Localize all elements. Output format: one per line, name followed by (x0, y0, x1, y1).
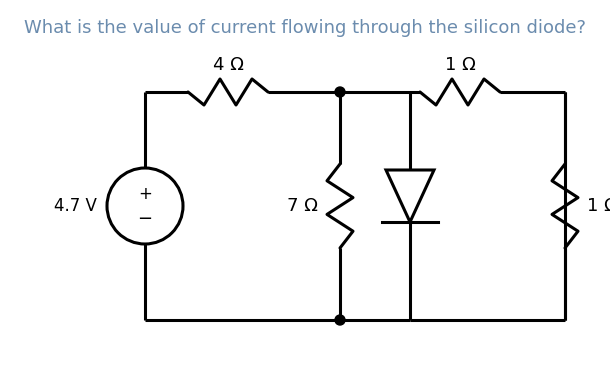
Circle shape (335, 87, 345, 97)
Text: 7 Ω: 7 Ω (287, 197, 318, 215)
Text: 4 Ω: 4 Ω (212, 56, 243, 74)
Text: +: + (138, 185, 152, 203)
Text: What is the value of current flowing through the silicon diode?: What is the value of current flowing thr… (24, 19, 586, 37)
Text: 1 Ω: 1 Ω (445, 56, 475, 74)
Text: −: − (137, 210, 152, 228)
Text: 1 Ω: 1 Ω (587, 197, 610, 215)
Text: 4.7 V: 4.7 V (54, 197, 97, 215)
Circle shape (335, 315, 345, 325)
